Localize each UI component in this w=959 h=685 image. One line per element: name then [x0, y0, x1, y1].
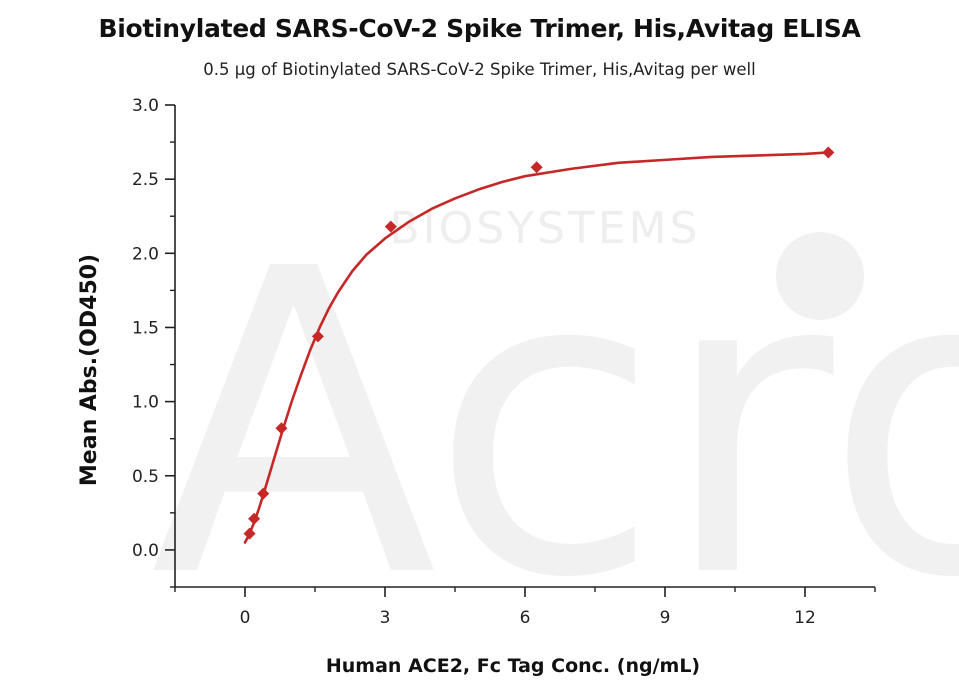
data-point: [822, 146, 835, 159]
fit-curve: [243, 151, 830, 544]
y-tick-label: 3.0: [132, 96, 159, 116]
x-tick-label: 12: [794, 608, 816, 628]
y-axis-label: Mean Abs.(OD450): [77, 254, 102, 486]
y-tick-label: 2.0: [132, 244, 159, 264]
axes: 0.0 0.5 1.0 1.5 2.0 2.5 3.0 0 3 6 9 12: [132, 96, 876, 628]
fit-curve-group: [243, 151, 830, 544]
y-tick-label: 2.5: [132, 170, 159, 190]
chart-subtitle: 0.5 μg of Biotinylated SARS-CoV-2 Spike …: [203, 60, 756, 79]
data-point: [243, 527, 256, 540]
x-tick-label: 6: [520, 608, 531, 628]
data-point: [530, 161, 543, 174]
y-tick-label: 0.5: [132, 467, 159, 487]
data-point: [384, 220, 397, 233]
data-point: [248, 512, 261, 525]
y-tick-label: 0.0: [132, 541, 159, 561]
x-tick-label: 9: [660, 608, 671, 628]
chart-title: Biotinylated SARS-CoV-2 Spike Trimer, Hi…: [98, 14, 861, 43]
axis-labels: Human ACE2, Fc Tag Conc. (ng/mL) Mean Abs…: [77, 254, 700, 677]
x-tick-label: 0: [240, 608, 251, 628]
y-tick-label: 1.0: [132, 393, 159, 413]
x-tick-label: 3: [380, 608, 391, 628]
x-axis-label: Human ACE2, Fc Tag Conc. (ng/mL): [326, 655, 700, 677]
data-point: [311, 330, 324, 343]
data-point: [275, 422, 288, 435]
watermark-dot: [776, 232, 864, 320]
data-points: [243, 146, 835, 540]
watermark-company-text: BIOSYSTEMS: [389, 203, 700, 254]
data-point: [257, 487, 270, 500]
y-tick-label: 1.5: [132, 318, 159, 338]
